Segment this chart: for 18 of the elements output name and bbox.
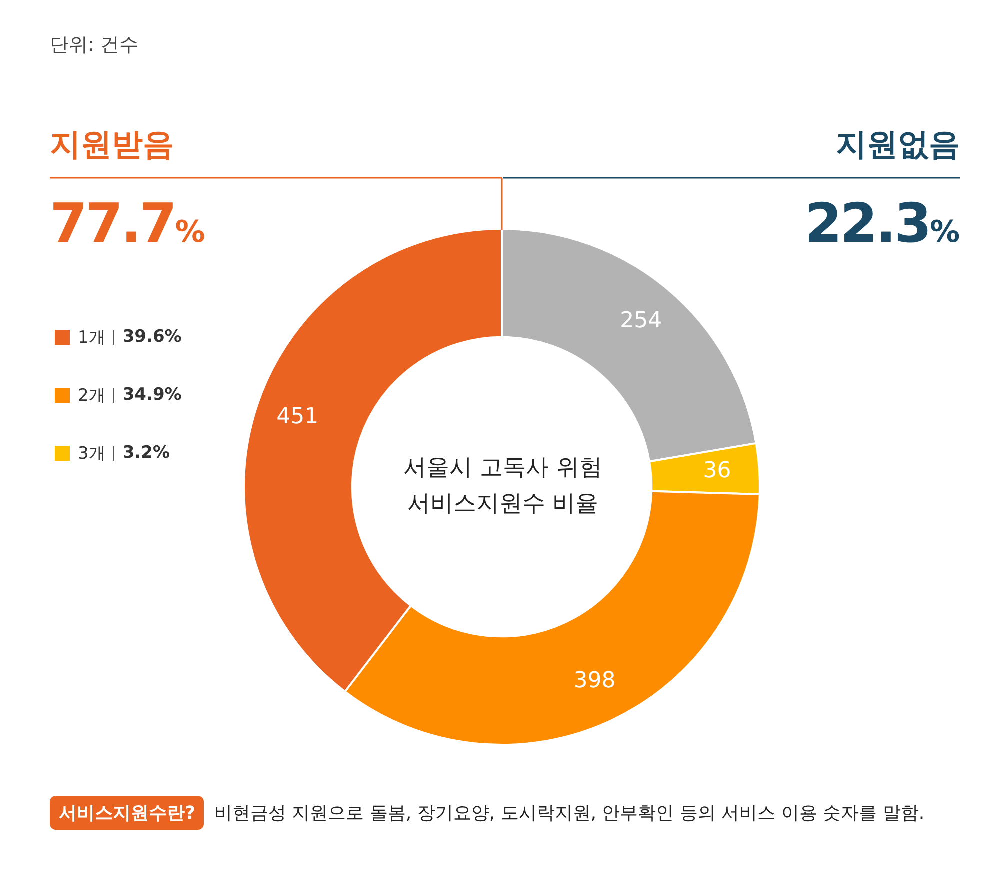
data-label: 36	[703, 458, 732, 484]
data-label: 451	[276, 404, 319, 430]
legend-label: 1개	[78, 326, 106, 348]
text: 서울시 고독사 위험 서비스지원수 비율	[402, 454, 604, 519]
text: 77.7%	[50, 192, 206, 255]
text: 22.3%	[804, 192, 960, 255]
legend-label: 3개	[78, 442, 106, 464]
data-label: 254	[620, 308, 662, 334]
text: 서비스지원수란?	[50, 796, 204, 830]
text: 지원받음	[50, 126, 174, 165]
text: 지원없음	[836, 126, 960, 165]
legend-label: 2개	[78, 384, 106, 406]
data-label: 398	[574, 668, 616, 694]
text: 34.9%	[122, 385, 182, 405]
chart-subtitle: 단위: 건수	[50, 33, 138, 58]
text: 3.2%	[122, 443, 170, 463]
text: 비현금성 지원으로 돌봄, 장기요양, 도시락지원, 안부확인 등의 서비스 이용 숫자를 말함.	[214, 802, 925, 825]
text: 39.6%	[122, 327, 182, 347]
